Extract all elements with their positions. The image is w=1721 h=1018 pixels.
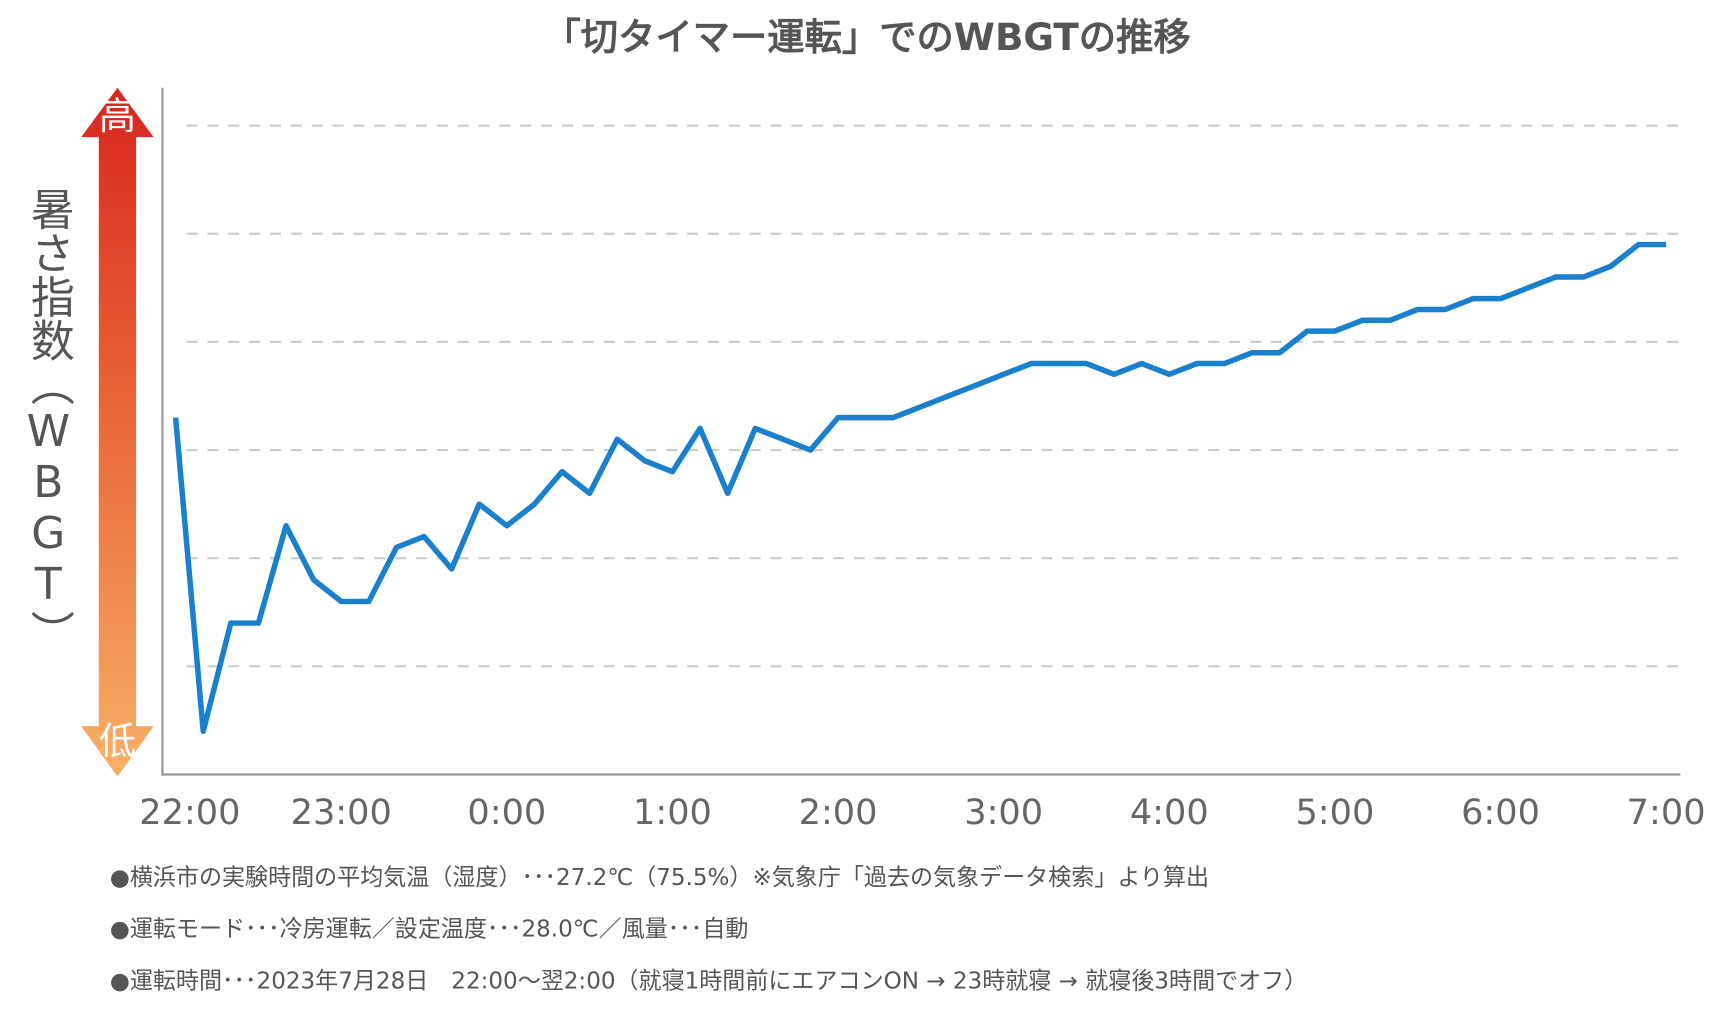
x-tick-label: 3:00 (964, 792, 1043, 833)
heat-arrow (81, 87, 154, 777)
x-tick-label: 6:00 (1461, 792, 1540, 833)
note: ●横浜市の実験時間の平均気温（湿度）･･･27.2℃（75.5%）※気象庁「過去… (110, 865, 1209, 891)
x-tick-label: 22:00 (139, 792, 240, 833)
high-label: 高 (99, 94, 136, 138)
x-tick-label: 23:00 (291, 792, 392, 833)
low-label: 低 (99, 719, 136, 763)
note: ●運転モード･･･冷房運転／設定温度･･･28.0℃／風量･･･自動 (110, 917, 749, 943)
x-tick-label: 2:00 (799, 792, 878, 833)
x-tick-label: 0:00 (467, 792, 546, 833)
x-tick-label: 5:00 (1295, 792, 1374, 833)
x-tick-label: 1:00 (633, 792, 712, 833)
chart-title: 「切タイマー運転」でのWBGTの推移 (543, 15, 1190, 59)
x-tick-label: 4:00 (1130, 792, 1209, 833)
note: ●運転時間･･･2023年7月28日 22:00～翌2:00（就寝1時間前にエア… (110, 968, 1308, 994)
data-line (172, 241, 1667, 734)
y-axis-label: 暑さ指数（WBGT） (23, 186, 74, 653)
x-tick-label: 7:00 (1627, 792, 1706, 833)
